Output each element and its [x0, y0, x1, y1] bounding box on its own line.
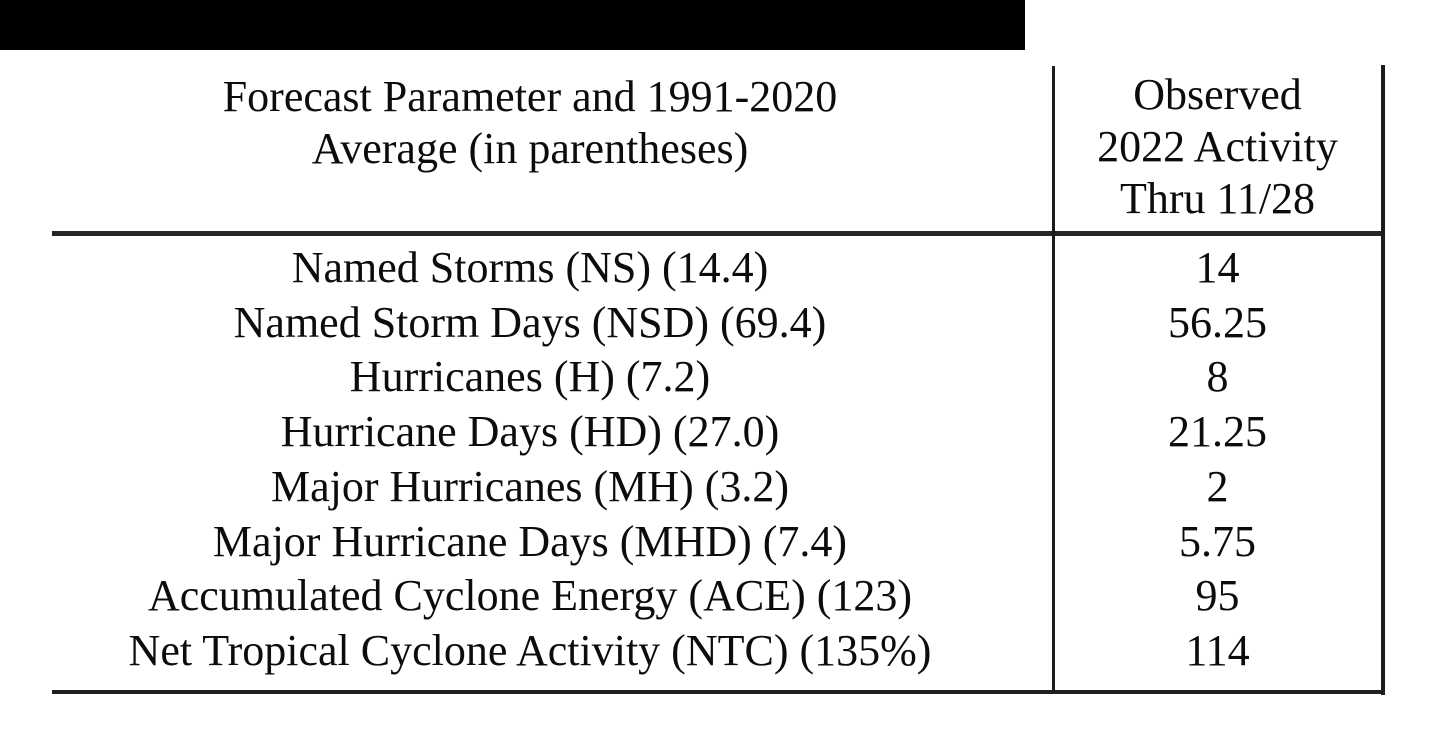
header-observed-line2: 2022 Activity	[1097, 122, 1338, 171]
table-right-border	[1381, 65, 1385, 695]
column-header-parameter: Forecast Parameter and 1991-2020 Average…	[30, 71, 1030, 175]
observed-column: 14 56.25 8 21.25 2 5.75 95 114	[1053, 240, 1382, 678]
table-bottom-border	[52, 690, 1385, 694]
observed-cell: 5.75	[1179, 516, 1256, 566]
parameter-cell: Major Hurricanes (MH) (3.2)	[270, 461, 790, 511]
redaction-black-bar	[0, 0, 1025, 50]
observed-cell: 56.25	[1168, 297, 1267, 347]
column-divider-rule	[1052, 66, 1055, 694]
parameter-column: Named Storms (NS) (14.4) Named Storm Day…	[30, 240, 1030, 678]
parameter-cell: Net Tropical Cyclone Activity (NTC) (135…	[128, 626, 932, 676]
parameter-cell: Accumulated Cyclone Energy (ACE) (123)	[147, 571, 913, 621]
parameter-cell: Named Storm Days (NSD) (69.4)	[233, 297, 827, 347]
header-parameter-line2: Average (in parentheses)	[311, 124, 749, 173]
header-observed-line1: Observed	[1133, 70, 1302, 119]
observed-cell: 95	[1195, 571, 1240, 621]
header-separator-rule	[52, 231, 1385, 236]
observed-cell: 8	[1206, 352, 1229, 402]
parameter-cell: Hurricanes (H) (7.2)	[349, 352, 711, 402]
column-header-observed: Observed 2022 Activity Thru 11/28	[1053, 69, 1382, 225]
parameter-cell: Hurricane Days (HD) (27.0)	[280, 407, 780, 457]
observed-cell: 2	[1206, 461, 1229, 511]
parameter-cell: Named Storms (NS) (14.4)	[291, 242, 769, 292]
header-observed-line3: Thru 11/28	[1119, 174, 1316, 223]
header-parameter-line1: Forecast Parameter and 1991-2020	[222, 72, 838, 121]
observed-cell: 114	[1185, 626, 1250, 676]
parameter-cell: Major Hurricane Days (MHD) (7.4)	[212, 516, 848, 566]
observed-cell: 21.25	[1168, 407, 1267, 457]
observed-cell: 14	[1195, 242, 1240, 292]
